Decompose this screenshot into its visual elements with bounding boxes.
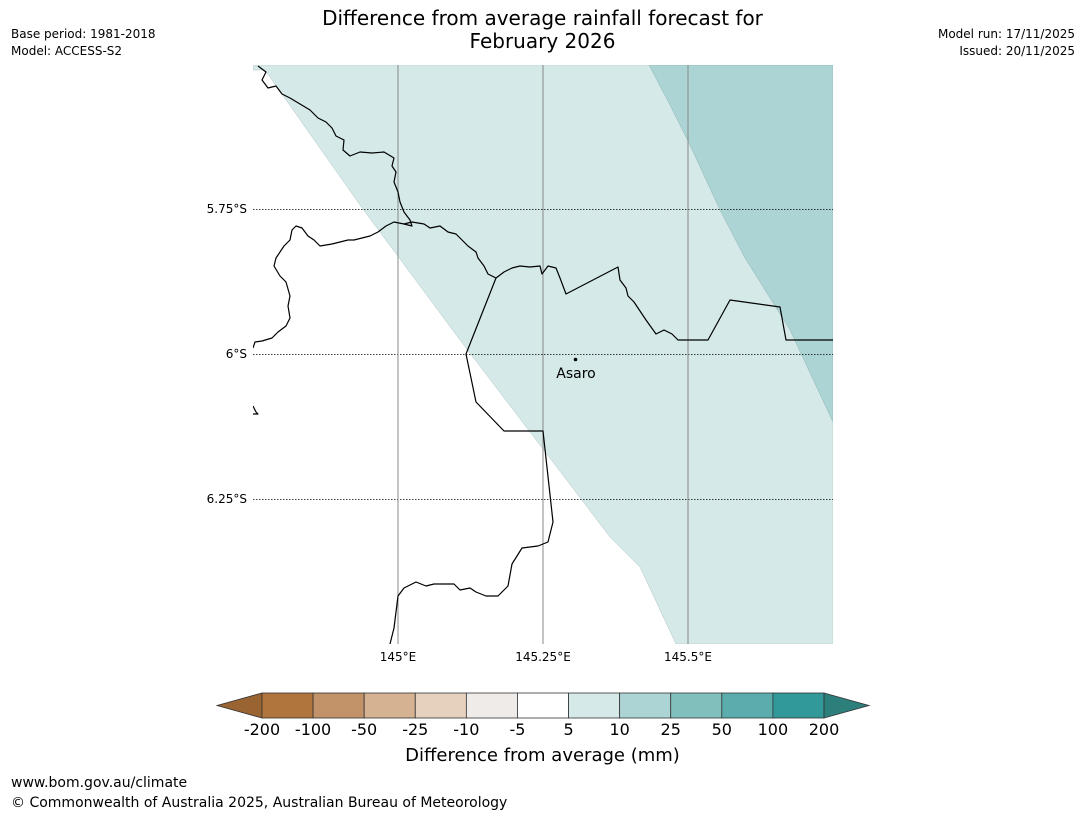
province-borders <box>253 65 833 644</box>
colorbar-tick-label: -10 <box>453 720 480 739</box>
issued-date: Issued: 20/11/2025 <box>959 44 1075 58</box>
colorbar-extend-low <box>215 692 263 719</box>
colorbar-box-6 <box>568 692 621 719</box>
colorbar-box-8 <box>670 692 723 719</box>
colorbar-tick-label: -25 <box>402 720 429 739</box>
meta-left: Base period: 1981-2018 Model: ACCESS-S2 <box>11 26 156 60</box>
lon-label-145-25: 145.25°E <box>515 650 571 664</box>
colorbar <box>215 692 871 719</box>
border-south <box>389 277 554 644</box>
colorbar-box-1 <box>312 692 365 719</box>
border-fragment <box>253 405 259 415</box>
colorbar-box-3 <box>414 692 467 719</box>
colorbar-tick-label: 10 <box>609 720 630 739</box>
graticule <box>253 65 833 644</box>
model-name: Model: ACCESS-S2 <box>11 44 123 58</box>
colorbar-box-10 <box>772 692 825 719</box>
colorbar-box-0 <box>261 692 314 719</box>
base-period: Base period: 1981-2018 <box>11 27 156 41</box>
lat-label-6: 6°S <box>225 347 247 361</box>
colorbar-tick-label: 100 <box>757 720 789 739</box>
map-area <box>253 65 833 644</box>
colorbar-tick-label: 25 <box>660 720 681 739</box>
title-line-1: Difference from average rainfall forecas… <box>322 6 763 30</box>
colorbar-tick-label: -5 <box>509 720 526 739</box>
rain-band-10-25 <box>648 65 833 423</box>
colorbar-tick-label: 50 <box>711 720 732 739</box>
colorbar-box-7 <box>619 692 672 719</box>
map-title: Difference from average rainfall forecas… <box>0 7 1085 53</box>
lon-label-145-5: 145.5°E <box>664 650 712 664</box>
colorbar-tick-label: -200 <box>243 720 281 739</box>
colorbar-tick-label: 5 <box>563 720 574 739</box>
colorbar-box-2 <box>363 692 416 719</box>
colorbar-tick-label: -100 <box>294 720 332 739</box>
lon-label-145: 145°E <box>379 650 417 664</box>
colorbar-extend-high <box>823 692 871 719</box>
title-line-2: February 2026 <box>469 29 616 53</box>
border-north <box>253 65 413 349</box>
colorbar-box-4 <box>465 692 518 719</box>
meta-right: Model run: 17/11/2025 Issued: 20/11/2025 <box>938 26 1075 60</box>
place-label: Asaro <box>556 366 595 382</box>
colorbar-title: Difference from average (mm) <box>405 745 680 766</box>
border-central <box>403 221 833 341</box>
colorbar-box-9 <box>721 692 774 719</box>
lat-label-6-25: 6.25°S <box>206 492 247 506</box>
footer-copyright: © Commonwealth of Australia 2025, Austra… <box>11 795 508 811</box>
colorbar-tick-label: -50 <box>351 720 378 739</box>
place-marker-dot <box>573 357 578 362</box>
colorbar-tick-label: 200 <box>808 720 840 739</box>
colorbar-box-5 <box>517 692 569 719</box>
lat-label-5-75: 5.75°S <box>206 202 247 216</box>
footer-url[interactable]: www.bom.gov.au/climate <box>11 775 188 791</box>
model-run: Model run: 17/11/2025 <box>937 27 1075 41</box>
